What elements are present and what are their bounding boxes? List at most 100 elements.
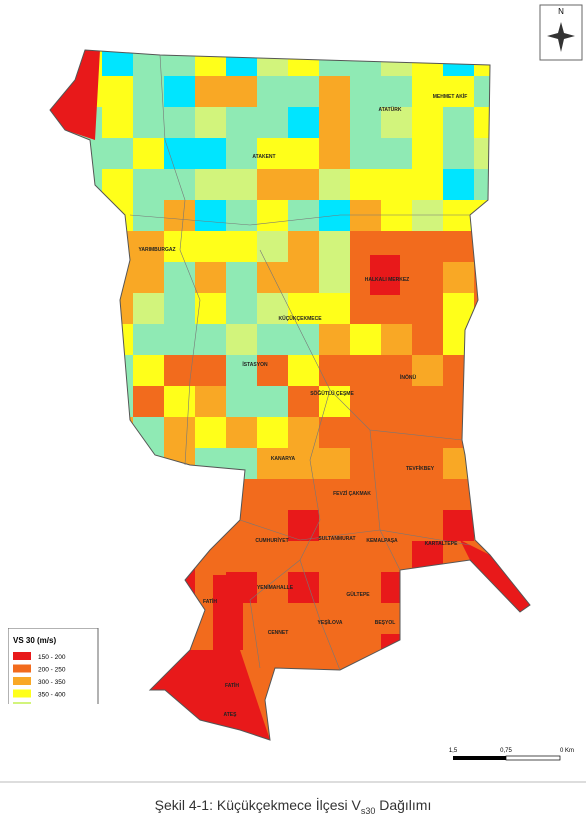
vs30-cell (350, 355, 381, 386)
vs30-cell (102, 417, 133, 448)
vs30-cell (50, 479, 71, 510)
vs30-cell (195, 417, 226, 448)
vs30-cell (257, 665, 288, 696)
place-label: FATİH (203, 598, 217, 605)
vs30-cell (133, 293, 164, 324)
vs30-cell (164, 324, 195, 355)
vs30-cell (195, 479, 226, 510)
vs30-cell (164, 107, 195, 138)
vs30-cell (288, 293, 319, 324)
vs30-cell (536, 510, 567, 541)
vs30-cell (257, 231, 288, 262)
vs30-cell (257, 417, 288, 448)
vs30-cell (350, 200, 381, 231)
vs30-cell (350, 107, 381, 138)
vs30-cell (505, 665, 530, 696)
vs30-cell (443, 696, 474, 727)
vs30-cell (133, 231, 164, 262)
vs30-cell (226, 541, 257, 572)
vs30-cell (412, 634, 443, 665)
vs30-cell (536, 758, 567, 789)
vs30-cell (536, 169, 567, 200)
vs30-cell (319, 324, 350, 355)
vs30-cell (474, 479, 505, 510)
place-label: ATATÜRK (378, 106, 401, 113)
vs30-cell (412, 262, 443, 293)
vs30-cell (412, 76, 443, 107)
vs30-cell (288, 572, 319, 603)
vs30-cell (443, 386, 474, 417)
vs30-cell (195, 355, 226, 386)
legend-swatch (13, 702, 31, 704)
vs30-cell (50, 231, 71, 262)
vs30-cell (443, 169, 474, 200)
vs30-cell (195, 231, 226, 262)
vs30-cell (443, 262, 474, 293)
vs30-cell (474, 603, 505, 634)
vs30-cell (226, 510, 257, 541)
vs30-cell (50, 200, 71, 231)
place-label: TEVFİKBEY (406, 465, 435, 472)
vs30-cell (257, 324, 288, 355)
vs30-cell (226, 293, 257, 324)
vs30-cell (71, 572, 102, 603)
vs30-cell (50, 355, 71, 386)
vs30-cell (288, 634, 319, 665)
vs30-cell (474, 665, 505, 696)
vs30-cell (443, 448, 474, 479)
vs30-cell (164, 262, 195, 293)
vs30-cell (443, 510, 474, 541)
vs30-cell (195, 169, 226, 200)
vs30-cell (71, 138, 102, 169)
vs30-cell (71, 541, 102, 572)
vs30-cell (133, 386, 164, 417)
vs30-cell (443, 231, 474, 262)
place-label: ATAKENT (252, 154, 275, 160)
neighborhood-boundaries (129, 54, 471, 671)
vs30-cell (536, 479, 567, 510)
vs30-cell (102, 76, 133, 107)
place-label: FEVZİ ÇAKMAK (333, 490, 371, 497)
scale-seg (505, 755, 561, 761)
vs30-cell (164, 479, 195, 510)
vs30-cell (288, 479, 319, 510)
vs30-cell (40, 758, 71, 789)
vs30-cell (102, 758, 133, 789)
vs30-cell (164, 541, 195, 572)
caption-text: Dağılımı (375, 797, 431, 813)
vs30-cell (102, 293, 133, 324)
vs30-cell (381, 448, 412, 479)
vs30-cell (319, 138, 350, 169)
vs30-cell (257, 603, 288, 634)
vs30-cell (350, 603, 381, 634)
vs30-cell (474, 293, 505, 324)
vs30-cell (381, 603, 412, 634)
legend-swatch (13, 677, 31, 685)
north-label: N (558, 7, 564, 16)
vs30-cell (133, 603, 164, 634)
vs30-cell (226, 386, 257, 417)
vs30-cell (226, 200, 257, 231)
vs30-cell (536, 293, 567, 324)
vs30-cell (195, 138, 226, 169)
place-label: SULTANMURAT (318, 536, 355, 542)
vs30-cell (350, 448, 381, 479)
vs30-cell (164, 231, 195, 262)
vs30-cell (370, 255, 400, 295)
vs30-cell (71, 758, 102, 789)
vs30-cell (381, 107, 412, 138)
vs30-cell (505, 510, 530, 541)
vs30-cell (443, 324, 474, 355)
caption-subscript: s30 (361, 806, 376, 816)
vs30-cell (257, 262, 288, 293)
vs30-cell (412, 448, 443, 479)
vs30-cell (71, 386, 102, 417)
vs30-cell (288, 448, 319, 479)
vs30-cell (350, 479, 381, 510)
vs30-cell (536, 665, 567, 696)
vs30-cell (102, 665, 133, 696)
vs30-cell (226, 231, 257, 262)
vs30-cell (102, 634, 133, 665)
vs30-cell (133, 541, 164, 572)
vs30-cell (443, 665, 474, 696)
